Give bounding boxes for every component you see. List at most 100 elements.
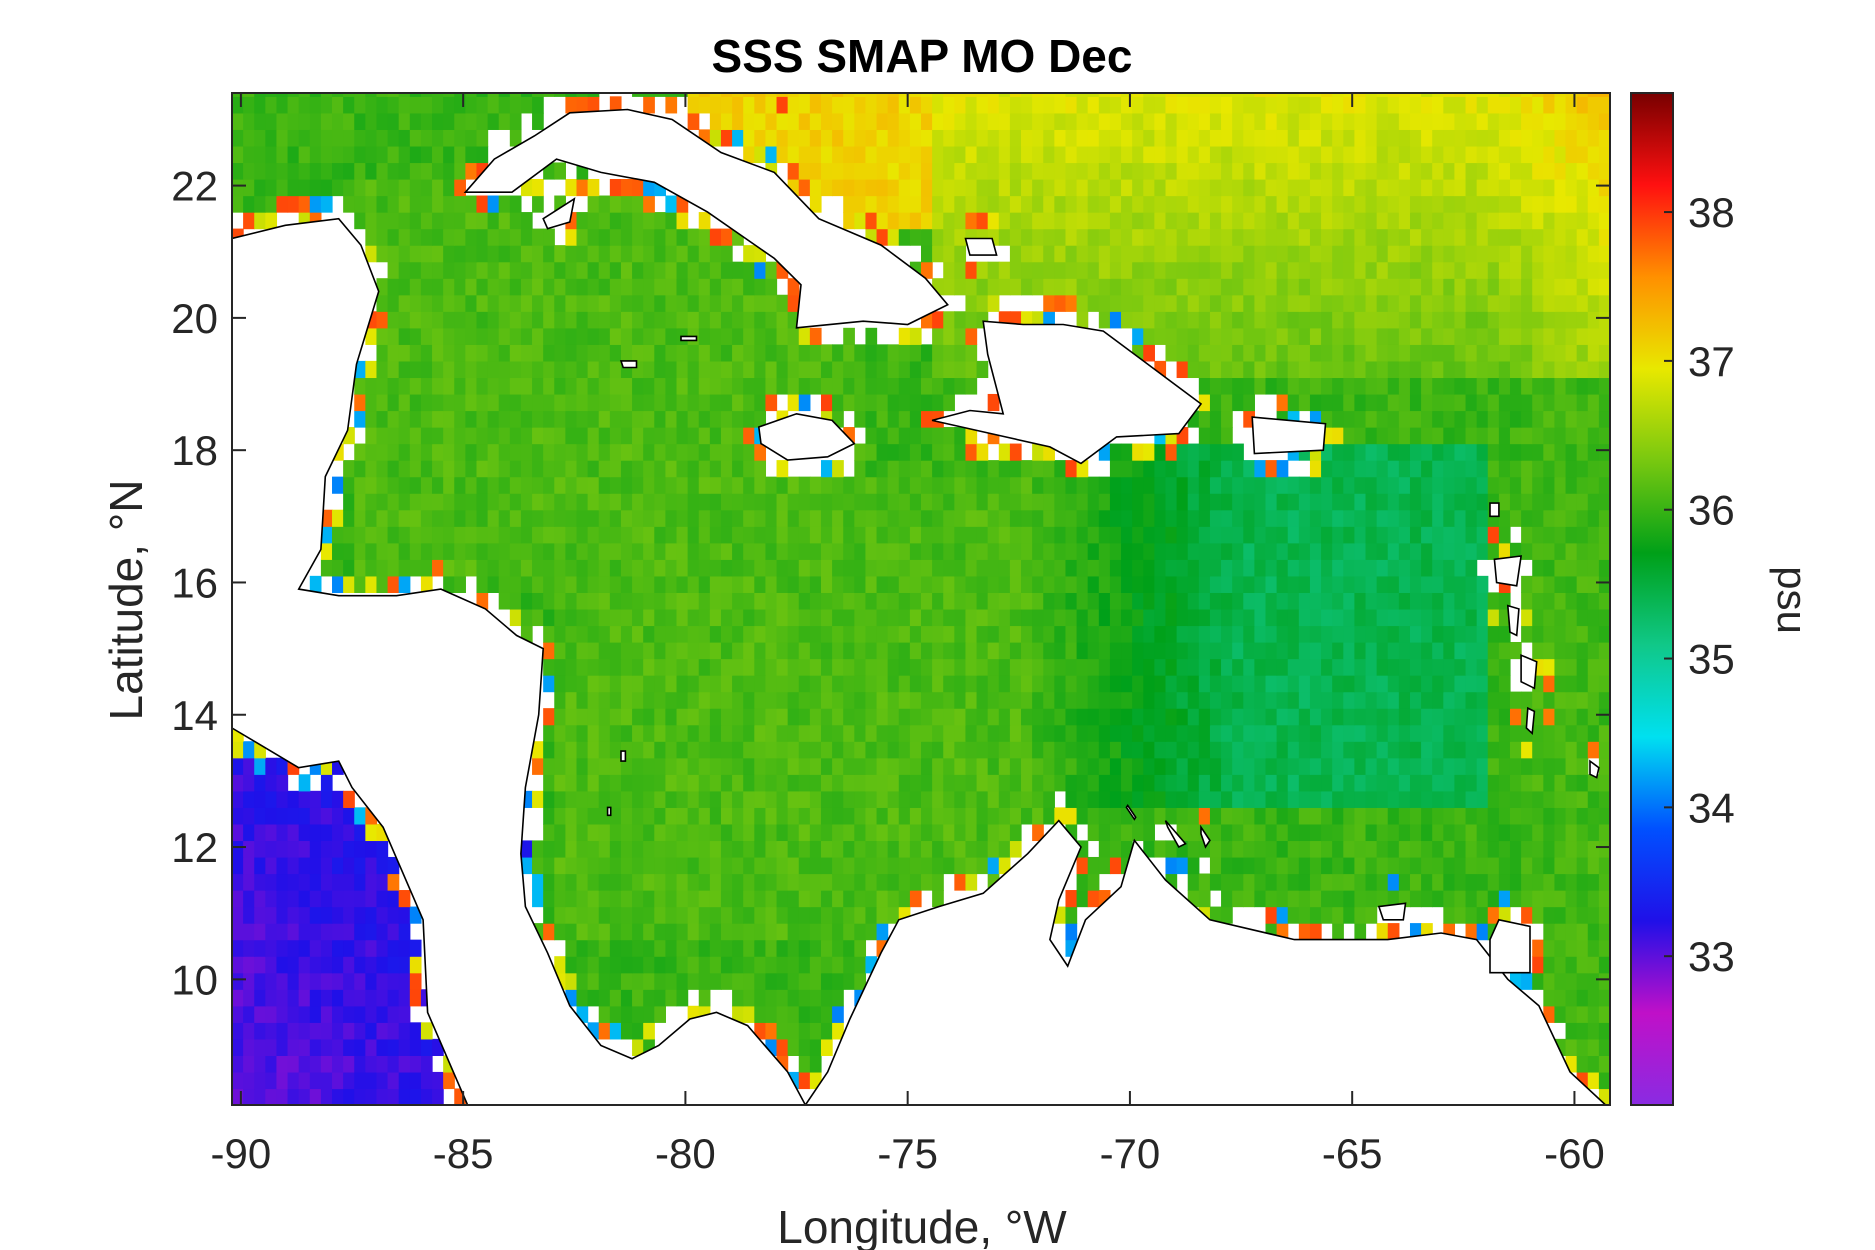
heatmap-cell xyxy=(287,1088,300,1105)
heatmap-cell xyxy=(732,691,744,709)
heatmap-cell xyxy=(1387,856,1400,875)
heatmap-cell xyxy=(365,559,378,577)
heatmap-cell xyxy=(1198,840,1211,858)
heatmap-cell xyxy=(1276,608,1289,627)
heatmap-cell xyxy=(309,790,322,808)
heatmap-cell xyxy=(387,1071,400,1090)
heatmap-cell xyxy=(1209,311,1222,329)
heatmap-cell xyxy=(987,460,1000,478)
heatmap-cell xyxy=(720,608,733,627)
heatmap-cell xyxy=(676,393,689,412)
heatmap-cell xyxy=(265,840,278,858)
heatmap-cell xyxy=(732,790,744,808)
heatmap-cell xyxy=(943,675,955,693)
heatmap-cell xyxy=(1098,741,1111,759)
heatmap-cell xyxy=(943,757,955,775)
heatmap-cell xyxy=(676,228,689,246)
heatmap-cell xyxy=(1154,658,1167,676)
heatmap-cell xyxy=(1087,890,1100,908)
heatmap-cell xyxy=(1254,245,1267,263)
heatmap-cell xyxy=(554,741,566,759)
heatmap-cell xyxy=(1165,294,1178,312)
heatmap-cell xyxy=(965,856,978,875)
heatmap-cell xyxy=(632,212,644,230)
heatmap-cell xyxy=(1432,245,1444,263)
heatmap-cell xyxy=(665,989,678,1007)
heatmap-cell xyxy=(565,575,578,593)
heatmap-cell xyxy=(1121,658,1133,676)
heatmap-cell xyxy=(654,625,666,643)
heatmap-cell xyxy=(1387,840,1400,858)
heatmap-cell xyxy=(287,890,300,908)
heatmap-cell xyxy=(1565,195,1578,213)
heatmap-cell xyxy=(1098,658,1111,676)
heatmap-cell xyxy=(1309,856,1322,875)
heatmap-cell xyxy=(1265,542,1278,560)
heatmap-cell xyxy=(1298,675,1311,693)
heatmap-cell xyxy=(1321,873,1333,891)
heatmap-cell xyxy=(1387,377,1400,395)
heatmap-cell xyxy=(398,195,411,213)
heatmap-cell xyxy=(1498,641,1511,660)
heatmap-cell xyxy=(1365,708,1378,726)
heatmap-cell xyxy=(1087,608,1100,627)
heatmap-cell xyxy=(709,939,722,957)
heatmap-cell xyxy=(921,608,933,627)
heatmap-cell xyxy=(254,923,266,941)
heatmap-cell xyxy=(465,344,478,362)
heatmap-cell xyxy=(443,377,455,395)
heatmap-cell xyxy=(1598,278,1610,296)
heatmap-cell xyxy=(765,708,778,726)
heatmap-cell xyxy=(276,823,289,842)
heatmap-cell xyxy=(743,509,755,527)
heatmap-cell xyxy=(865,923,878,941)
heatmap-cell xyxy=(1487,724,1500,742)
heatmap-cell xyxy=(1043,294,1055,312)
heatmap-cell xyxy=(643,592,655,610)
heatmap-cell xyxy=(754,1005,767,1023)
heatmap-cell xyxy=(1132,195,1144,213)
heatmap-cell xyxy=(709,377,722,395)
heatmap-cell xyxy=(1498,460,1511,478)
heatmap-cell xyxy=(909,741,922,759)
heatmap-cell xyxy=(543,724,555,742)
heatmap-cell xyxy=(554,625,566,643)
heatmap-cell xyxy=(1543,625,1556,643)
heatmap-cell xyxy=(376,972,389,990)
heatmap-cell xyxy=(832,493,844,511)
heatmap-cell xyxy=(1521,972,1533,990)
heatmap-cell xyxy=(387,509,400,527)
heatmap-cell xyxy=(1432,592,1444,610)
heatmap-cell xyxy=(765,873,778,891)
heatmap-cell xyxy=(1276,212,1289,230)
heatmap-cell xyxy=(576,1005,589,1023)
heatmap-cell xyxy=(376,195,389,213)
heatmap-cell xyxy=(820,608,833,627)
heatmap-cell xyxy=(887,823,900,842)
heatmap-cell xyxy=(1143,294,1155,312)
heatmap-cell xyxy=(954,856,967,875)
heatmap-cell xyxy=(1398,890,1411,908)
heatmap-cell xyxy=(1287,757,1300,775)
heatmap-cell xyxy=(554,675,566,693)
heatmap-cell xyxy=(1276,592,1289,610)
heatmap-cell xyxy=(287,823,300,842)
heatmap-cell xyxy=(1143,228,1155,246)
heatmap-cell xyxy=(1298,708,1311,726)
heatmap-cell xyxy=(498,509,511,527)
heatmap-cell xyxy=(720,460,733,478)
heatmap-cell xyxy=(965,641,978,660)
heatmap-cell xyxy=(943,823,955,842)
heatmap-cell xyxy=(1543,311,1556,329)
heatmap-cell xyxy=(1432,774,1444,792)
heatmap-cell xyxy=(598,1005,611,1023)
heatmap-cell xyxy=(320,526,333,544)
heatmap-cell xyxy=(643,393,655,412)
heatmap-cell xyxy=(576,311,589,329)
heatmap-cell xyxy=(565,939,578,957)
heatmap-cell xyxy=(1065,559,1078,577)
heatmap-cell xyxy=(365,972,378,990)
heatmap-cell xyxy=(1321,360,1333,379)
heatmap-cell xyxy=(443,212,455,230)
heatmap-cell xyxy=(576,906,589,924)
